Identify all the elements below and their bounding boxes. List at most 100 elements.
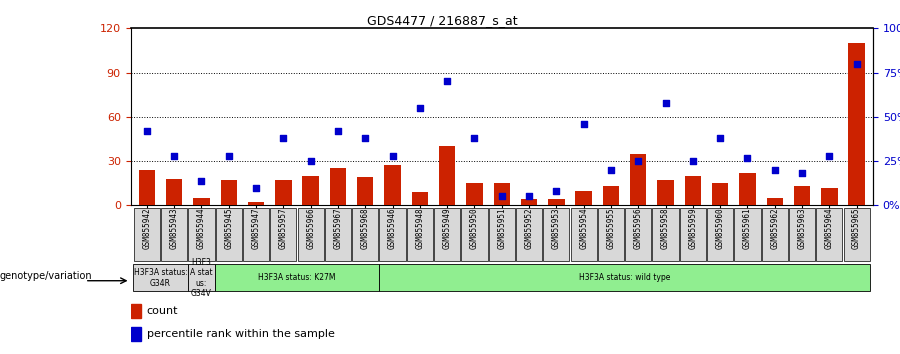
FancyBboxPatch shape: [544, 208, 570, 261]
FancyBboxPatch shape: [380, 208, 406, 261]
Bar: [411, 192, 428, 205]
Text: GSM855946: GSM855946: [388, 207, 397, 249]
FancyBboxPatch shape: [680, 208, 706, 261]
Point: [331, 128, 346, 134]
Text: GSM855964: GSM855964: [824, 207, 833, 249]
Text: GSM855947: GSM855947: [252, 207, 261, 249]
Text: H3F3A status: wild type: H3F3A status: wild type: [579, 273, 670, 282]
FancyBboxPatch shape: [352, 208, 378, 261]
Text: GSM855968: GSM855968: [361, 207, 370, 249]
Bar: [548, 199, 564, 205]
FancyBboxPatch shape: [734, 208, 760, 261]
Text: GSM855954: GSM855954: [579, 207, 588, 249]
FancyBboxPatch shape: [761, 208, 788, 261]
Text: GSM855963: GSM855963: [797, 207, 806, 249]
Point: [413, 105, 428, 111]
FancyBboxPatch shape: [652, 208, 679, 261]
FancyBboxPatch shape: [215, 264, 379, 291]
Point: [631, 158, 645, 164]
Point: [850, 61, 864, 67]
Bar: [712, 183, 728, 205]
Text: GSM855956: GSM855956: [634, 207, 643, 249]
FancyBboxPatch shape: [216, 208, 242, 261]
Point: [440, 79, 454, 84]
Text: H3F3
A stat
us:
G34V: H3F3 A stat us: G34V: [190, 258, 212, 298]
Text: GSM855943: GSM855943: [170, 207, 179, 249]
Bar: [329, 169, 346, 205]
Text: GSM855966: GSM855966: [306, 207, 315, 249]
FancyBboxPatch shape: [816, 208, 842, 261]
Bar: [821, 188, 838, 205]
Point: [768, 167, 782, 173]
FancyBboxPatch shape: [462, 208, 488, 261]
Point: [167, 153, 182, 159]
Bar: [139, 170, 155, 205]
Text: GSM855959: GSM855959: [688, 207, 698, 249]
Point: [140, 128, 154, 134]
Bar: [220, 180, 237, 205]
Bar: [685, 176, 701, 205]
Point: [822, 153, 836, 159]
Bar: [166, 179, 183, 205]
Point: [249, 185, 264, 190]
Point: [740, 155, 754, 160]
Text: GSM855961: GSM855961: [742, 207, 752, 249]
Text: GSM855957: GSM855957: [279, 207, 288, 249]
Point: [303, 158, 318, 164]
FancyBboxPatch shape: [843, 208, 869, 261]
FancyBboxPatch shape: [626, 208, 652, 261]
Point: [686, 158, 700, 164]
Text: H3F3A status: K27M: H3F3A status: K27M: [258, 273, 336, 282]
FancyBboxPatch shape: [407, 208, 433, 261]
Point: [467, 135, 482, 141]
Point: [713, 135, 727, 141]
Text: GSM855955: GSM855955: [607, 207, 616, 249]
Text: GSM855958: GSM855958: [661, 207, 670, 249]
Text: GSM855960: GSM855960: [716, 207, 724, 249]
FancyBboxPatch shape: [134, 208, 160, 261]
Point: [358, 135, 373, 141]
Point: [221, 153, 236, 159]
Bar: [493, 183, 510, 205]
FancyBboxPatch shape: [188, 208, 214, 261]
Point: [194, 178, 209, 183]
Bar: [739, 173, 756, 205]
Bar: [248, 202, 265, 205]
Bar: [521, 199, 537, 205]
FancyBboxPatch shape: [789, 208, 815, 261]
Bar: [130, 327, 141, 341]
Bar: [466, 183, 482, 205]
Point: [276, 135, 291, 141]
Bar: [849, 43, 865, 205]
Bar: [603, 186, 619, 205]
FancyBboxPatch shape: [188, 264, 215, 291]
FancyBboxPatch shape: [325, 208, 351, 261]
Text: GSM855965: GSM855965: [852, 207, 861, 249]
FancyBboxPatch shape: [298, 208, 324, 261]
FancyBboxPatch shape: [243, 208, 269, 261]
Point: [795, 171, 809, 176]
Bar: [657, 180, 674, 205]
Text: GSM855942: GSM855942: [142, 207, 151, 249]
Text: GSM855950: GSM855950: [470, 207, 479, 249]
Text: GSM855949: GSM855949: [443, 207, 452, 249]
FancyBboxPatch shape: [270, 208, 296, 261]
Point: [385, 153, 400, 159]
Bar: [130, 304, 141, 318]
Point: [494, 194, 508, 199]
Point: [549, 188, 563, 194]
Text: genotype/variation: genotype/variation: [0, 272, 93, 281]
Text: GSM855953: GSM855953: [552, 207, 561, 249]
FancyBboxPatch shape: [133, 264, 188, 291]
FancyBboxPatch shape: [707, 208, 733, 261]
Bar: [767, 198, 783, 205]
Point: [604, 167, 618, 173]
Bar: [302, 176, 319, 205]
Bar: [439, 146, 455, 205]
Text: H3F3A status:
G34R: H3F3A status: G34R: [133, 268, 187, 287]
Bar: [275, 180, 292, 205]
Text: GSM855945: GSM855945: [224, 207, 233, 249]
Text: GSM855948: GSM855948: [416, 207, 425, 249]
Bar: [357, 177, 374, 205]
Text: GSM855962: GSM855962: [770, 207, 779, 249]
